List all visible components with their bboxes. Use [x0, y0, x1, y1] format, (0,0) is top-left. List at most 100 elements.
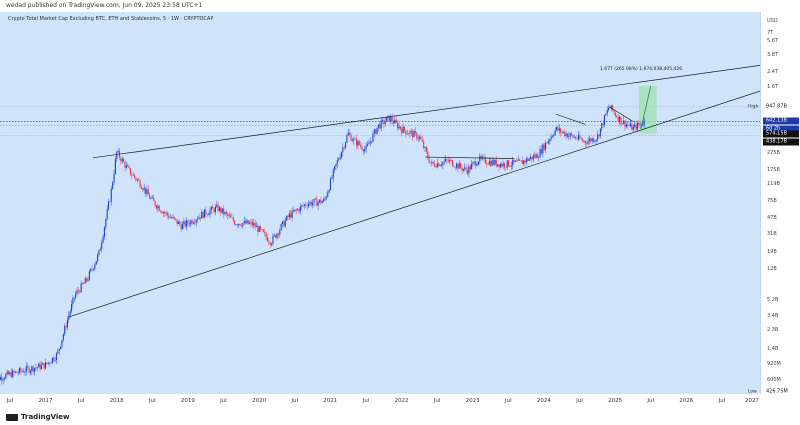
candle-body — [5, 374, 7, 379]
candle-body — [268, 241, 270, 243]
candle-body — [303, 204, 306, 206]
candle-body — [342, 147, 344, 153]
low-value-label: 426.75M — [766, 388, 788, 395]
candle-body — [12, 370, 14, 378]
consolidation-line — [425, 156, 515, 159]
candle-body — [635, 124, 637, 130]
candle-body — [113, 173, 115, 183]
candle-body — [350, 134, 352, 141]
candle-body — [162, 212, 164, 214]
candle-body — [547, 140, 549, 144]
candle-body — [545, 142, 547, 150]
candle-body — [587, 141, 589, 145]
candle-body — [382, 119, 384, 121]
candle-body — [603, 115, 606, 125]
candle-body — [558, 128, 560, 131]
candle-body — [143, 187, 145, 191]
candle-body — [539, 148, 541, 158]
candle-body — [384, 121, 386, 125]
candle-body — [423, 141, 425, 149]
candle-body — [309, 202, 311, 204]
candle-body — [445, 159, 447, 162]
candle-body — [623, 120, 625, 124]
time-tick-label: 2024 — [536, 398, 551, 404]
candle-body — [240, 225, 242, 227]
candle-body — [232, 217, 234, 221]
candle-body — [90, 269, 92, 272]
candle-body — [460, 163, 462, 168]
price-tick-label: 175B — [767, 166, 780, 173]
candle-body — [134, 174, 136, 178]
candle-body — [349, 132, 351, 135]
time-axis[interactable]: Jul 2017 Jul 2018 Jul 2019 Jul 2020 Jul 2021 Jul 20… — [0, 394, 760, 410]
candle-body — [520, 160, 522, 161]
candle-body — [317, 202, 319, 206]
candle-body — [197, 219, 199, 220]
tradingview-logo[interactable]: TradingView — [6, 413, 70, 421]
extreme-marker-label: Low — [748, 389, 757, 395]
candle-body — [191, 220, 193, 224]
candle-body — [347, 132, 349, 136]
candle-body — [598, 134, 600, 137]
candle-body — [466, 170, 469, 174]
time-tick-label: Jul — [576, 398, 583, 404]
candle-body — [483, 156, 485, 158]
candle-body — [83, 283, 85, 285]
upper-channel-trendline — [92, 65, 760, 159]
candle-body — [290, 213, 292, 218]
lower-channel-trendline — [69, 90, 760, 318]
candle-body — [640, 123, 643, 126]
candle-body — [147, 189, 149, 195]
time-tick-label: 2023 — [465, 398, 480, 404]
candle-body — [503, 163, 506, 168]
candle-body — [202, 211, 204, 218]
candle-body — [75, 293, 77, 298]
candle-body — [188, 223, 190, 225]
candle-body — [497, 164, 499, 166]
candle-body — [506, 160, 508, 168]
candle-body — [572, 135, 574, 138]
candle-body — [92, 268, 95, 270]
candle-body — [495, 159, 497, 166]
candle-body — [260, 226, 262, 230]
candle-body — [1, 376, 3, 381]
candle-body — [73, 297, 75, 299]
chart-pane[interactable]: Crypto Total Market Cap Excluding BTC, E… — [0, 12, 760, 394]
candle-body — [332, 170, 334, 179]
candle-body — [217, 204, 219, 211]
candle-body — [95, 260, 97, 265]
candle-body — [331, 178, 333, 179]
candle-body — [171, 217, 173, 219]
candle-body — [528, 158, 530, 161]
candle-body — [16, 371, 18, 373]
price-tick-label: 2.4T — [767, 69, 779, 76]
candle-body — [364, 148, 366, 152]
price-axis[interactable]: USD 7T 5.6T 3.8T 2.4T 1.6T 275B 175B 119B 75B 47B… — [748, 12, 800, 395]
level-badge: 574.15B — [763, 130, 799, 138]
candle-body — [346, 135, 348, 143]
candle-body — [281, 221, 284, 225]
candle-body — [0, 376, 1, 380]
candle-body — [369, 141, 371, 144]
candle-body — [35, 367, 37, 369]
candle-body — [251, 221, 253, 226]
time-tick-label: Jul — [77, 398, 85, 404]
candle-body — [272, 235, 274, 244]
price-chart[interactable] — [0, 12, 760, 394]
candle-body — [21, 371, 23, 372]
candle-body — [454, 167, 456, 168]
candle-body — [516, 160, 518, 162]
candle-body — [643, 120, 645, 126]
candle-body — [573, 137, 575, 138]
candle-body — [353, 138, 355, 141]
time-tick-label: Jul — [362, 398, 370, 404]
candle-body — [560, 128, 562, 133]
candle-body — [361, 146, 363, 150]
candle-body — [538, 157, 540, 159]
candle-body — [388, 115, 390, 122]
time-tick-label: Jul — [504, 398, 512, 404]
candle-body — [377, 124, 379, 128]
candle-body — [590, 138, 592, 142]
candle-body — [18, 368, 21, 373]
candle-body — [57, 350, 59, 354]
